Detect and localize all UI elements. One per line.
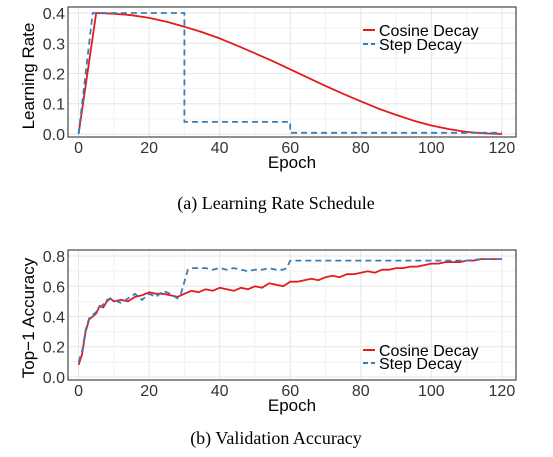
y-tick-label: 0.2 xyxy=(43,67,65,84)
grid-acc xyxy=(68,250,516,380)
x-tick-label: 80 xyxy=(352,383,370,400)
legend-label-step-lr: Step Decay xyxy=(379,37,462,54)
plot-frame-lr xyxy=(67,6,517,138)
legend-acc: Cosine Decay Step Decay xyxy=(363,343,479,373)
y-tick-label: 0.6 xyxy=(43,279,65,296)
y-tick-label: 0.8 xyxy=(43,249,65,266)
series-line-step-decay-acc xyxy=(77,258,502,363)
x-tick-label: 60 xyxy=(281,140,299,157)
x-tick-label: 20 xyxy=(140,383,158,400)
grid-lr xyxy=(68,7,516,137)
y-axis-label-acc: Top−1 Accuracy xyxy=(19,257,38,378)
x-axis-label-acc: Epoch xyxy=(268,396,316,415)
x-tick-label: 60 xyxy=(281,383,299,400)
x-axis-label-lr: Epoch xyxy=(268,153,316,172)
series-line-cosine-decay-lr xyxy=(77,12,502,135)
x-tick-label: 0 xyxy=(74,383,83,400)
y-tick-labels-acc: 0.0 0.2 0.4 0.6 0.8 xyxy=(43,249,65,387)
y-axis-label-lr: Learning Rate xyxy=(19,23,38,130)
series-lines-acc xyxy=(77,258,502,366)
y-tick-label: 0.4 xyxy=(43,6,65,23)
y-tick-label: 0.4 xyxy=(43,310,65,327)
panel-validation-accuracy: 0 20 40 60 80 100 120 0.0 0.2 0.4 0.6 0.8 Epoch To… xyxy=(19,249,517,449)
legend-label-cosine-acc: Cosine Decay xyxy=(379,343,479,360)
x-tick-label: 120 xyxy=(489,383,516,400)
x-tick-labels-lr: 0 20 40 60 80 100 120 xyxy=(74,140,515,157)
legend-lr: Cosine Decay Step Decay xyxy=(363,23,479,54)
x-tick-label: 0 xyxy=(74,140,83,157)
y-tick-label: 0.3 xyxy=(43,36,65,53)
series-line-step-decay-lr xyxy=(77,12,502,135)
series-line-cosine-decay-acc xyxy=(77,258,502,366)
x-tick-label: 100 xyxy=(418,383,445,400)
series-lines-lr xyxy=(77,12,502,135)
x-tick-label: 120 xyxy=(489,140,516,157)
y-tick-label: 0.1 xyxy=(43,97,65,114)
y-tick-label: 0.0 xyxy=(43,127,65,144)
x-tick-label: 80 xyxy=(352,140,370,157)
panel-learning-rate: 0 20 40 60 80 100 120 0.0 0.1 0.2 0.3 0.4 Epoch Le… xyxy=(19,6,517,214)
caption-lr: (a) Learning Rate Schedule xyxy=(177,193,374,214)
y-tick-label: 0.2 xyxy=(43,340,65,357)
x-tick-label: 100 xyxy=(418,140,445,157)
legend-label-step-acc: Step Decay xyxy=(379,356,462,373)
y-tick-label: 0.0 xyxy=(43,370,65,387)
caption-acc: (b) Validation Accuracy xyxy=(190,428,362,449)
x-tick-label: 40 xyxy=(211,383,229,400)
legend-label-cosine-lr: Cosine Decay xyxy=(379,23,479,40)
plot-frame-acc xyxy=(67,249,517,381)
y-tick-labels-lr: 0.0 0.1 0.2 0.3 0.4 xyxy=(43,6,65,144)
x-tick-labels-acc: 0 20 40 60 80 100 120 xyxy=(74,383,515,400)
x-tick-label: 40 xyxy=(211,140,229,157)
x-tick-label: 20 xyxy=(140,140,158,157)
